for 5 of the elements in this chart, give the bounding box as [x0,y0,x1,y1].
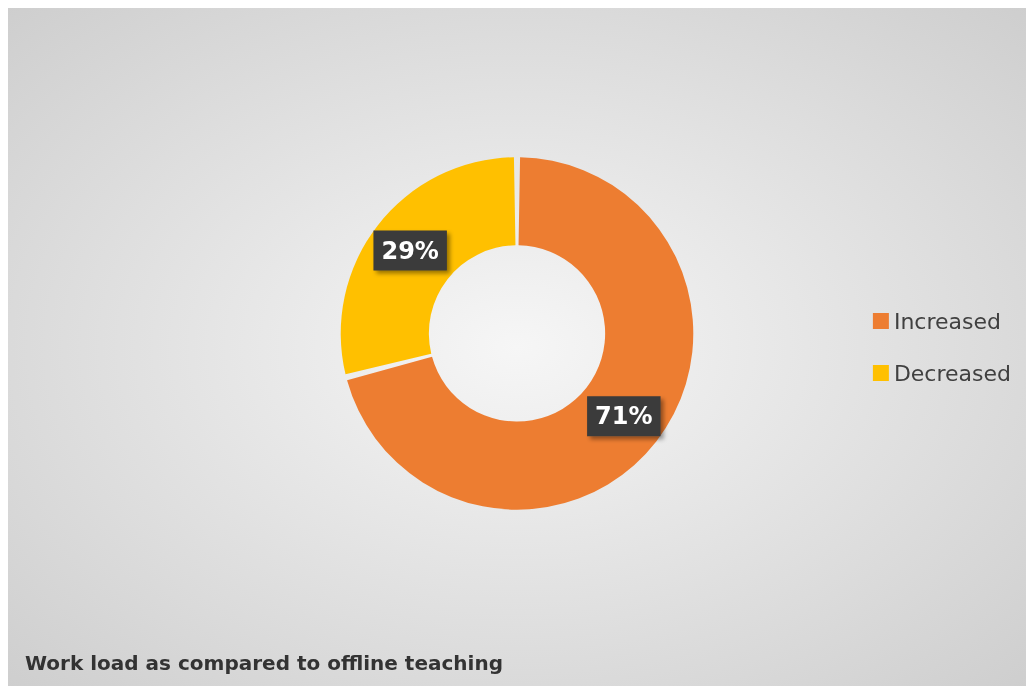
data-label: 71% [595,402,653,431]
legend-label: Increased [893,308,1001,334]
text: Work load as compared to offline teaching [25,651,503,675]
legend-label: Decreased [893,360,1012,386]
data-label: 29% [381,236,439,265]
